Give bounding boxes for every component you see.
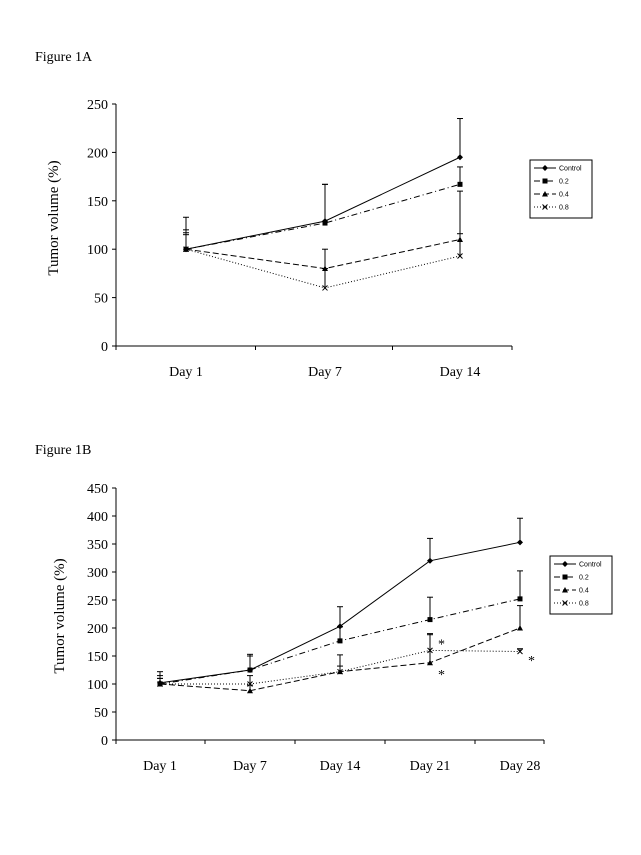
legend-label: 0.4 [579, 588, 589, 595]
data-point [247, 667, 253, 673]
legend-marker [542, 178, 548, 184]
x-tick-label: Day 1 [143, 759, 177, 774]
data-point [322, 285, 328, 291]
legend-label: 0.4 [559, 192, 569, 199]
y-tick-label: 100 [87, 678, 108, 693]
data-point [247, 687, 253, 694]
series-0-8 [183, 233, 463, 291]
data-point [427, 647, 433, 654]
significance-marker: * [528, 654, 535, 669]
y-axis-label: Tumor volume (%) [46, 160, 62, 275]
significance-marker: * [438, 668, 445, 683]
y-tick-label: 400 [87, 510, 108, 525]
legend: Control 0.2 0.4 0.8 [529, 159, 593, 219]
legend-label: 0.2 [559, 179, 569, 186]
figure-1b-label: Figure 1B [35, 443, 92, 458]
data-point [427, 617, 433, 623]
y-tick-label: 150 [87, 650, 108, 665]
data-point [337, 638, 343, 644]
series-0-4 [183, 190, 463, 272]
y-tick-label: 0 [101, 734, 108, 749]
data-point [183, 246, 189, 253]
series-control [183, 118, 463, 253]
data-point [337, 623, 343, 630]
legend-marker [562, 600, 568, 606]
series-line [185, 183, 461, 250]
data-point [457, 154, 463, 161]
data-point [157, 681, 163, 687]
x-tick-label: Day 21 [410, 759, 451, 774]
series-0-2 [183, 166, 463, 252]
data-point [322, 220, 328, 226]
x-tick-label: Day 7 [308, 365, 342, 380]
data-point [517, 539, 523, 546]
y-tick-label: 50 [94, 706, 108, 721]
y-tick-label: 200 [87, 622, 108, 637]
figure-1a-label: Figure 1A [35, 50, 93, 65]
data-point [427, 557, 433, 564]
legend-marker [562, 574, 568, 580]
y-tick-label: 50 [94, 292, 108, 307]
legend-label: 0.8 [579, 601, 589, 608]
y-tick-label: 0 [101, 340, 108, 355]
legend-label: 0.2 [579, 575, 589, 582]
chart-a: 0 50 100 150 200 250 Day 1 Day 7 Day 14 Tumor vol… [46, 98, 593, 380]
y-tick-label: 200 [87, 146, 108, 161]
legend-box [549, 555, 613, 615]
legend-label: Control [559, 166, 582, 173]
data-point [457, 181, 463, 187]
series-line [185, 239, 461, 270]
chart-b: 0 50 100 150 200 250 300 350 400 450 Day 1 Day 7 Day… [52, 482, 613, 774]
data-point [247, 681, 253, 687]
data-point [457, 253, 463, 259]
x-tick-label: Day 1 [169, 365, 203, 380]
x-tick-label: Day 14 [320, 759, 361, 774]
legend-marker [562, 587, 568, 593]
y-tick-label: 250 [87, 98, 108, 113]
data-point [517, 648, 523, 655]
legend-marker [542, 204, 548, 210]
y-tick-label: 100 [87, 243, 108, 258]
legend: Control 0.2 0.4 0.8 [549, 555, 613, 615]
legend-label: Control [579, 562, 602, 569]
legend-marker [562, 561, 568, 567]
legend-marker [542, 191, 548, 197]
significance-marker: * [438, 638, 445, 653]
legend-label: 0.8 [559, 205, 569, 212]
x-tick-label: Day 14 [440, 365, 481, 380]
y-tick-label: 350 [87, 538, 108, 553]
y-tick-label: 250 [87, 594, 108, 609]
y-axis-label: Tumor volume (%) [52, 558, 68, 673]
y-tick-label: 450 [87, 482, 108, 497]
data-point [337, 668, 343, 675]
legend-box [529, 159, 593, 219]
y-tick-label: 150 [87, 195, 108, 210]
series-0-8 [157, 633, 523, 687]
x-tick-label: Day 28 [500, 759, 541, 774]
series-line [185, 156, 461, 250]
data-point [427, 659, 433, 666]
data-point [517, 625, 523, 631]
x-tick-label: Day 7 [233, 759, 267, 774]
y-tick-label: 300 [87, 566, 108, 581]
data-point [517, 596, 523, 602]
legend-marker [542, 165, 548, 171]
